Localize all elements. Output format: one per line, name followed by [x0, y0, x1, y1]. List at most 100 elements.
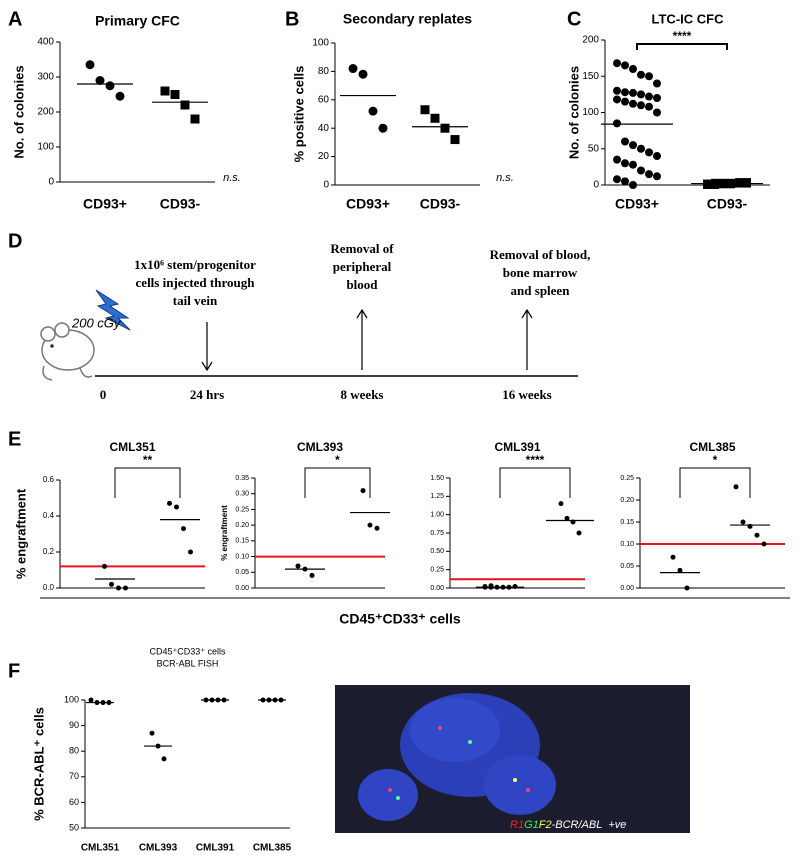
y-tick-label: 0.4	[43, 511, 55, 520]
x-tick-label: CD93-	[160, 196, 201, 212]
y-tick-label: 100	[582, 107, 599, 118]
data-point	[743, 178, 751, 187]
y-tick-label: 0.20	[235, 522, 249, 529]
data-point	[420, 105, 430, 115]
data-point	[621, 88, 629, 97]
y-tick-label: 0	[593, 180, 599, 191]
fish-image	[335, 685, 690, 833]
data-point	[629, 65, 637, 73]
y-tick-label: 0.75	[430, 530, 444, 537]
y-tick-label: 60	[69, 797, 79, 807]
data-point	[645, 72, 653, 81]
data-point	[95, 76, 105, 85]
data-point	[637, 101, 645, 110]
data-point	[629, 88, 637, 97]
panel-letter: C	[567, 8, 581, 30]
data-point	[613, 86, 621, 95]
x-tick-label: CML391	[196, 843, 235, 854]
mouse-icon	[40, 289, 131, 381]
y-axis-label: % BCR-ABL⁺ cells	[31, 707, 46, 821]
event-text: and spleen	[511, 283, 571, 298]
data-point	[621, 159, 629, 168]
y-tick-label: 400	[37, 37, 54, 48]
x-tick-label: CML385	[253, 843, 292, 854]
y-tick-label: 0.30	[235, 491, 249, 498]
y-tick-label: 80	[318, 66, 330, 77]
data-point	[711, 178, 719, 187]
data-point	[613, 119, 621, 128]
y-tick-label: 0.05	[620, 563, 634, 570]
data-point	[295, 563, 301, 569]
significance-bracket	[304, 467, 371, 498]
y-tick-label: 90	[69, 720, 79, 730]
data-point	[123, 585, 128, 591]
y-tick-label: 0.10	[620, 541, 634, 548]
arrows	[201, 308, 533, 372]
data-point	[360, 488, 366, 494]
time-label: 16 weeks	[502, 387, 551, 402]
event-text: peripheral	[333, 259, 392, 274]
data-point	[645, 102, 653, 111]
data-point	[374, 525, 380, 531]
data-point	[653, 172, 661, 181]
annotation: n.s.	[223, 172, 241, 184]
event-text: tail vein	[173, 293, 218, 308]
y-tick-label: 0.25	[430, 567, 444, 574]
data-point	[348, 64, 358, 74]
y-tick-label: 0.05	[235, 569, 249, 576]
event-text: blood	[346, 277, 378, 292]
data-point	[170, 90, 180, 99]
y-tick-label: 50	[588, 143, 600, 154]
data-point	[637, 70, 645, 79]
y-tick-label: 1.50	[430, 475, 444, 482]
data-point	[684, 585, 690, 591]
data-point	[740, 519, 746, 525]
y-tick-label: 0	[48, 177, 54, 188]
data-point	[367, 522, 373, 528]
data-point	[430, 113, 440, 123]
data-point	[637, 144, 645, 153]
x-tick-label: CD93-	[707, 196, 748, 212]
significance-label: *	[713, 453, 718, 467]
caption-part: -BCR/ABL	[552, 819, 603, 831]
data-point	[637, 166, 645, 175]
data-point	[613, 175, 621, 184]
x-tick-label: CD93+	[615, 196, 659, 212]
data-point	[629, 141, 637, 150]
data-point	[85, 60, 95, 70]
data-point	[621, 137, 629, 146]
y-tick-label: 0.10	[235, 553, 249, 560]
data-point	[629, 99, 637, 108]
y-tick-label: 0.6	[43, 475, 55, 484]
data-point	[167, 500, 172, 506]
data-point	[450, 135, 460, 145]
y-tick-label: 0.15	[620, 519, 634, 526]
significance-bracket	[679, 467, 751, 498]
chart-title: CML393	[297, 440, 343, 454]
data-point	[368, 106, 378, 116]
data-point	[188, 549, 193, 555]
significance-label: ****	[673, 29, 692, 43]
significance-bracket	[499, 467, 571, 498]
chart-title: Primary CFC	[95, 13, 180, 29]
y-tick-label: 0.25	[235, 506, 249, 513]
data-point	[613, 155, 621, 164]
y-tick-label: 100	[64, 694, 79, 704]
significance-label: ****	[526, 453, 545, 467]
y-tick-label: 200	[582, 35, 599, 46]
data-point	[576, 530, 582, 536]
data-point	[613, 95, 621, 104]
data-point	[512, 584, 518, 590]
y-tick-label: 0.15	[235, 538, 249, 545]
data-point	[621, 177, 629, 186]
data-point	[309, 572, 315, 578]
y-tick-label: 150	[582, 71, 599, 82]
data-point	[378, 123, 388, 133]
caption-part: R1	[510, 819, 524, 831]
event-text: cells injected through	[136, 275, 256, 290]
x-axis-label: CD45⁺CD33⁺ cells	[339, 611, 461, 627]
chart-title: CML385	[689, 440, 735, 454]
y-tick-label: 100	[312, 38, 329, 49]
data-point	[174, 504, 179, 510]
y-tick-label: 0.00	[235, 585, 249, 592]
